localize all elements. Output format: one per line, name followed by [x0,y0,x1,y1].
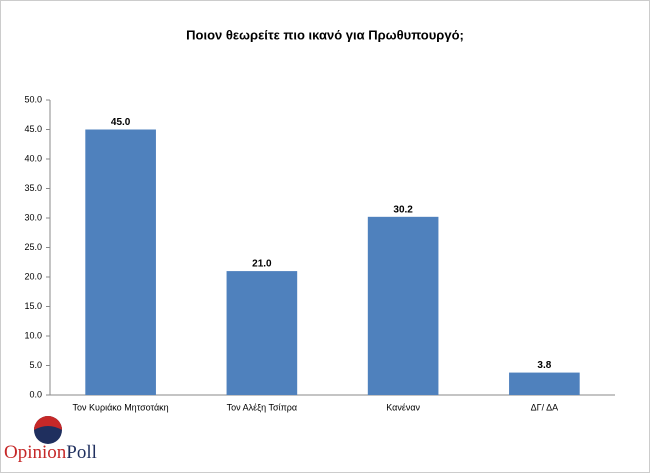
x-tick-label: ΔΓ/ ΔΑ [531,402,559,412]
bar [509,372,580,395]
y-tick-label: 25.0 [24,242,42,252]
chart-title: Ποιον θεωρείτε πιο ικανό για Πρωθυπουργό… [186,27,464,42]
y-tick-label: 30.0 [24,212,42,222]
y-tick-label: 45.0 [24,124,42,134]
y-tick-label: 0.0 [29,389,42,399]
y-tick-label: 15.0 [24,301,42,311]
y-tick-label: 5.0 [29,360,42,370]
y-tick-label: 35.0 [24,183,42,193]
value-label: 3.8 [537,360,551,371]
logo: OpinionPoll [4,416,97,463]
y-tick-label: 10.0 [24,330,42,340]
x-tick-label: Τον Αλέξη Τσίπρα [227,402,298,412]
value-label: 30.2 [393,204,413,215]
bar [367,216,439,395]
x-tick-label: Κανέναν [386,402,420,412]
logo-arc [34,416,62,430]
y-tick-label: 50.0 [24,94,42,104]
bar [85,129,156,395]
y-tick-label: 40.0 [24,153,42,163]
value-label: 21.0 [252,259,272,270]
value-label: 45.0 [111,117,131,128]
logo-second: Poll [66,442,97,463]
bar [226,271,298,395]
y-tick-label: 20.0 [24,271,42,281]
logo-text: OpinionPoll [4,442,97,463]
logo-first: Opinion [4,442,67,463]
x-tick-label: Τον Κυριάκο Μητσοτάκη [73,402,169,412]
